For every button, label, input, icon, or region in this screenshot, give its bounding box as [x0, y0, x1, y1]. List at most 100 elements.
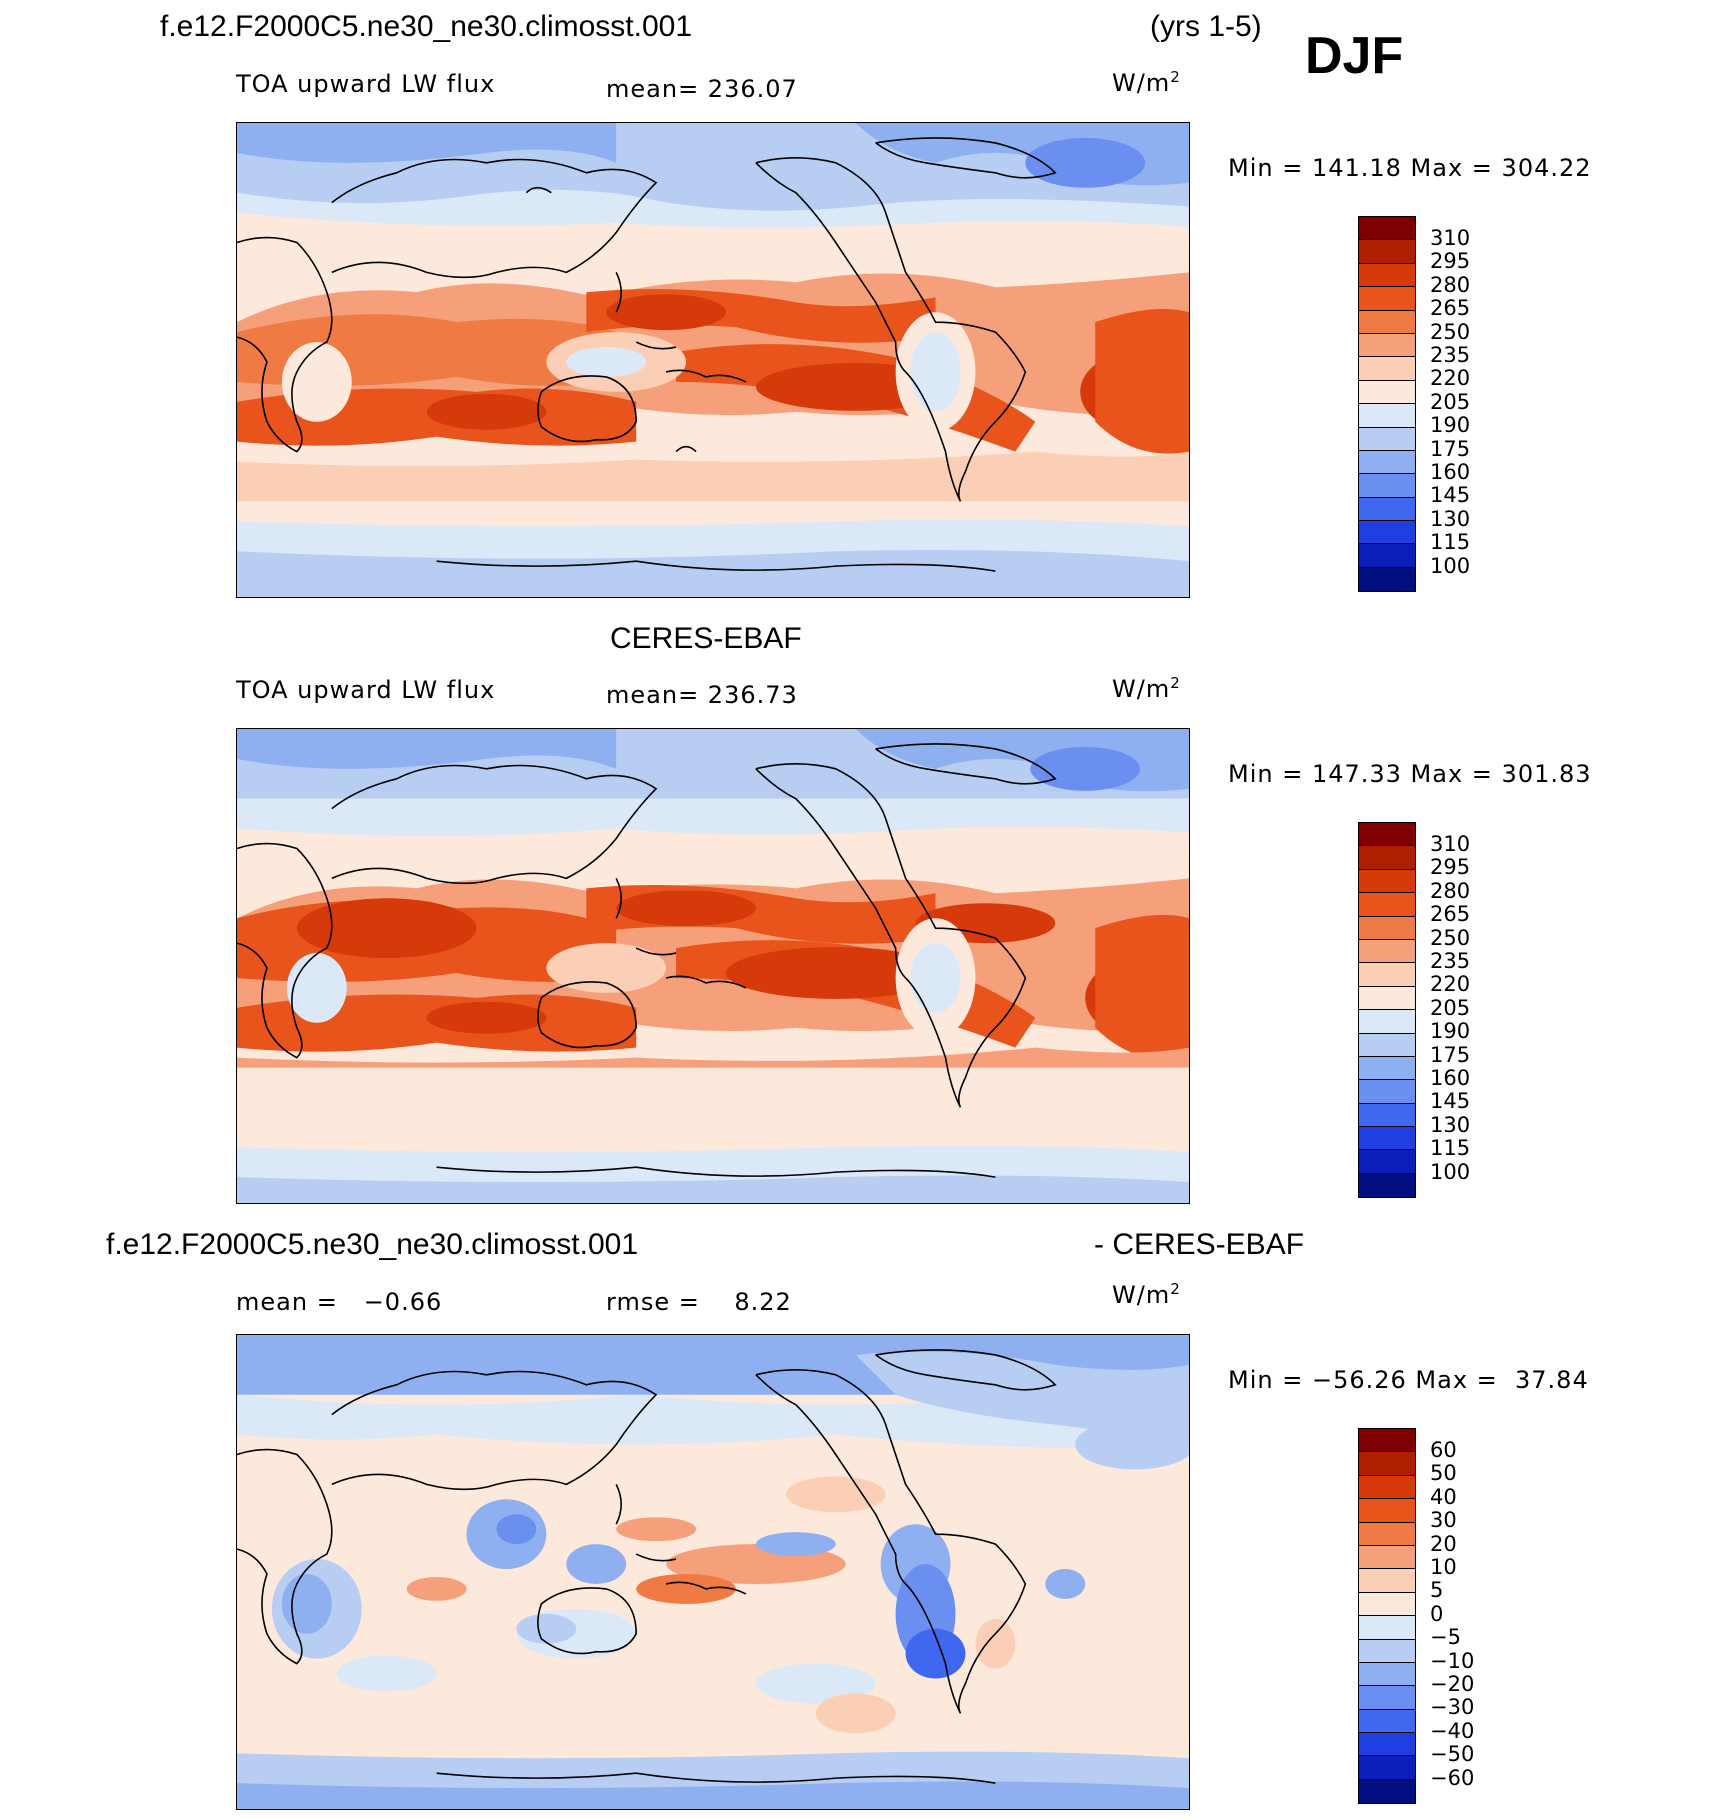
colorbar-cell — [1359, 497, 1415, 522]
colorbar-tick: 220 — [1430, 972, 1471, 997]
colorbar-tick: −5 — [1430, 1625, 1461, 1650]
panel1-min-max: Min = 141.18 Max = 304.22 — [1228, 154, 1592, 182]
colorbar-tick: −10 — [1430, 1648, 1475, 1673]
colorbar-tick: 220 — [1430, 366, 1471, 391]
colorbar-tick: −60 — [1430, 1765, 1475, 1790]
colorbar-cell — [1359, 357, 1415, 381]
colorbar-cell — [1359, 963, 1415, 987]
colorbar-tick: 175 — [1430, 1042, 1471, 1067]
colorbar-cell — [1359, 240, 1415, 264]
colorbar-tick: −20 — [1430, 1672, 1475, 1696]
colorbar-tick: −30 — [1430, 1695, 1475, 1720]
colorbar-tick: 100 — [1430, 1159, 1471, 1184]
colorbar-cell — [1359, 287, 1415, 311]
panel3-rmse: rmse = 8.22 — [606, 1288, 792, 1316]
colorbar-cell — [1359, 1080, 1415, 1104]
colorbar-tick: 160 — [1430, 1066, 1471, 1090]
colorbar-cell — [1359, 939, 1415, 964]
panel2-min-max: Min = 147.33 Max = 301.83 — [1228, 760, 1592, 788]
colorbar-tick: 190 — [1430, 413, 1471, 438]
colorbar-cell — [1359, 404, 1415, 428]
colorbar-cell — [1359, 450, 1415, 475]
colorbar-cell — [1359, 869, 1415, 894]
colorbar-tick: 175 — [1430, 436, 1471, 461]
colorbar-tick: 40 — [1430, 1484, 1457, 1509]
colorbar-tick: 265 — [1430, 902, 1471, 927]
colorbar-tick: 205 — [1430, 995, 1471, 1020]
colorbar-cell — [1359, 846, 1415, 870]
colorbar-cell — [1359, 333, 1415, 358]
colorbar-tick: 145 — [1430, 1089, 1471, 1114]
panel3-units: W/m2 — [1112, 1280, 1181, 1309]
colorbar-cell — [1359, 916, 1415, 940]
colorbar-tick: 0 — [1430, 1601, 1444, 1626]
colorbar-tick: 115 — [1430, 1136, 1471, 1161]
colorbar-tick: 190 — [1430, 1019, 1471, 1044]
panel3-map-svg — [237, 1335, 1189, 1809]
colorbar-tick: 280 — [1430, 272, 1471, 297]
colorbar-tick: 250 — [1430, 319, 1471, 344]
colorbar-tick: 310 — [1430, 832, 1471, 856]
panel2-title: CERES-EBAF — [610, 622, 802, 655]
panel2-mean: mean= 236.73 — [606, 681, 798, 709]
case-title: f.e12.F2000C5.ne30_ne30.climosst.001 — [160, 10, 693, 43]
colorbar-cell — [1359, 1686, 1415, 1710]
years-label: (yrs 1-5) — [1150, 10, 1262, 43]
colorbar-cell — [1359, 1756, 1415, 1780]
colorbar-cell — [1359, 1639, 1415, 1663]
panel3-title-left: f.e12.F2000C5.ne30_ne30.climosst.001 — [106, 1228, 639, 1261]
colorbar-cell — [1359, 310, 1415, 334]
colorbar-cell — [1359, 1033, 1415, 1057]
panel1-mean: mean= 236.07 — [606, 75, 798, 103]
colorbar-tick: 205 — [1430, 389, 1471, 414]
colorbar-cell — [1359, 1592, 1415, 1617]
panel3-title-right: - CERES-EBAF — [1094, 1228, 1305, 1261]
colorbar-cell — [1359, 1173, 1415, 1198]
colorbar-cell — [1359, 427, 1415, 451]
colorbar-cell — [1359, 217, 1415, 241]
colorbar-cell — [1359, 544, 1415, 568]
panel1-map — [236, 122, 1190, 598]
colorbar-cell — [1359, 1010, 1415, 1034]
colorbar-cell — [1359, 1499, 1415, 1523]
colorbar-tick: 20 — [1430, 1531, 1457, 1556]
panel2-map — [236, 728, 1190, 1204]
panel1-map-svg — [237, 123, 1189, 597]
colorbar-tick: 130 — [1430, 1112, 1471, 1137]
colorbar-cell — [1359, 1522, 1415, 1546]
panel1-colorbar — [1358, 216, 1416, 593]
colorbar-cell — [1359, 567, 1415, 592]
panel2-variable: TOA upward LW flux — [236, 676, 496, 704]
colorbar-cell — [1359, 1662, 1415, 1687]
colorbar-tick: 235 — [1430, 343, 1471, 367]
colorbar-tick: 235 — [1430, 949, 1471, 973]
colorbar-cell — [1359, 1545, 1415, 1570]
panel2-map-svg — [237, 729, 1189, 1203]
colorbar-cell — [1359, 1733, 1415, 1757]
colorbar-tick: 145 — [1430, 483, 1471, 508]
panel3-mean: mean = −0.66 — [236, 1288, 443, 1316]
colorbar-cell — [1359, 521, 1415, 545]
colorbar-cell — [1359, 1779, 1415, 1804]
panel1-units: W/m2 — [1112, 68, 1181, 97]
colorbar-cell — [1359, 893, 1415, 917]
colorbar-tick: −50 — [1430, 1742, 1475, 1767]
colorbar-tick: −40 — [1430, 1718, 1475, 1743]
colorbar-tick: 295 — [1430, 855, 1471, 880]
colorbar-tick: 60 — [1430, 1438, 1457, 1462]
colorbar-cell — [1359, 823, 1415, 847]
panel2-colorbar — [1358, 822, 1416, 1199]
colorbar-tick: 30 — [1430, 1508, 1457, 1533]
panel1-variable: TOA upward LW flux — [236, 70, 496, 98]
colorbar-cell — [1359, 1103, 1415, 1128]
panel3-colorbar — [1358, 1428, 1416, 1805]
colorbar-tick: 280 — [1430, 878, 1471, 903]
season-label: DJF — [1305, 27, 1404, 85]
colorbar-cell — [1359, 1475, 1415, 1500]
colorbar-cell — [1359, 986, 1415, 1011]
colorbar-tick: 295 — [1430, 249, 1471, 274]
colorbar-tick: 160 — [1430, 460, 1471, 484]
panel2-units: W/m2 — [1112, 674, 1181, 703]
panel3-map — [236, 1334, 1190, 1810]
colorbar-cell — [1359, 263, 1415, 288]
